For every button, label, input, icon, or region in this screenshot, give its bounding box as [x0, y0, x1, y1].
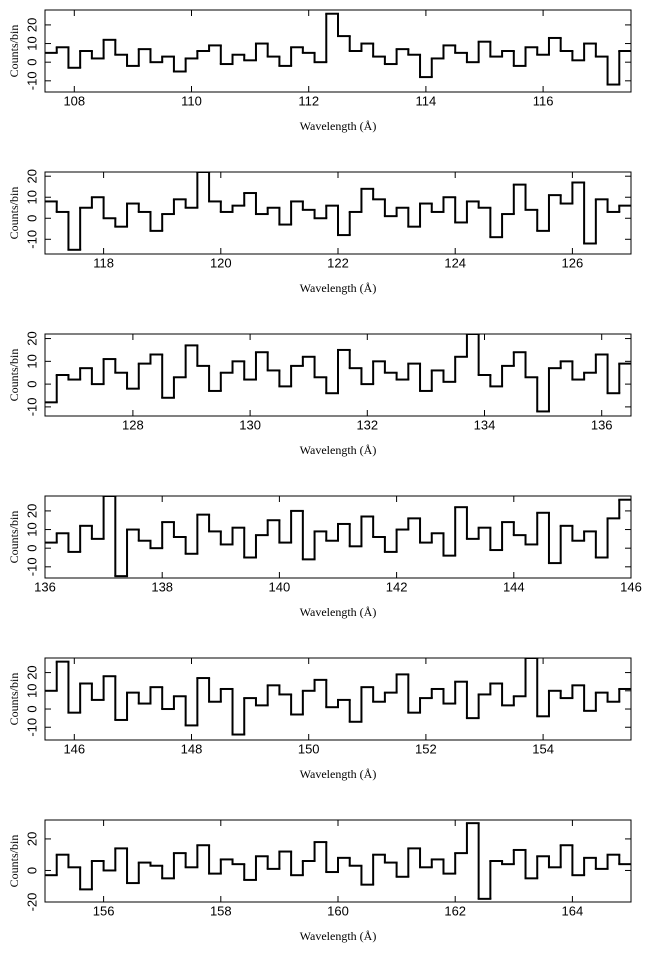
- x-axis-label: Wavelength (Å): [300, 605, 377, 619]
- x-tick-label: 142: [386, 579, 408, 594]
- y-axis-label: Counts/bin: [7, 673, 21, 726]
- y-axis-label: Counts/bin: [7, 835, 21, 888]
- x-axis-label: Wavelength (Å): [300, 767, 377, 781]
- y-tick-label: 0: [24, 380, 39, 387]
- x-axis-label: Wavelength (Å): [300, 119, 377, 133]
- x-tick-label: 108: [63, 93, 85, 108]
- y-tick-label: -10: [24, 230, 39, 249]
- y-tick-label: 0: [24, 867, 39, 874]
- x-tick-label: 152: [415, 741, 437, 756]
- y-tick-label: 20: [24, 665, 39, 679]
- x-tick-label: 138: [151, 579, 173, 594]
- y-tick-label: 20: [24, 832, 39, 846]
- plot-frame: [44, 657, 632, 741]
- y-axis-label: Counts/bin: [7, 25, 21, 78]
- plot-frame: [44, 9, 632, 93]
- y-tick-label: 0: [24, 545, 39, 552]
- x-tick-label: 118: [93, 255, 114, 270]
- x-tick-label: 146: [620, 579, 642, 594]
- x-tick-label: 126: [562, 255, 584, 270]
- x-tick-label: 112: [298, 93, 319, 108]
- x-axis-label: Wavelength (Å): [300, 281, 377, 295]
- x-axis-label: Wavelength (Å): [300, 443, 377, 457]
- x-tick-label: 154: [532, 741, 554, 756]
- x-tick-label: 136: [591, 417, 613, 432]
- x-tick-label: 158: [210, 903, 232, 918]
- x-tick-label: 114: [416, 93, 437, 108]
- x-tick-label: 150: [298, 741, 320, 756]
- y-tick-label: 0: [24, 59, 39, 66]
- y-tick-label: 20: [24, 331, 39, 345]
- y-axis-label: Counts/bin: [7, 511, 21, 564]
- x-tick-label: 156: [93, 903, 115, 918]
- plot-frame: [44, 333, 632, 417]
- x-tick-label: 164: [562, 903, 584, 918]
- x-tick-label: 144: [503, 579, 525, 594]
- x-tick-label: 128: [122, 417, 144, 432]
- x-tick-label: 120: [210, 255, 232, 270]
- y-tick-label: -10: [24, 718, 39, 737]
- y-tick-label: 10: [24, 354, 39, 368]
- x-tick-label: 132: [356, 417, 378, 432]
- x-tick-label: 136: [34, 579, 56, 594]
- y-axis-label: Counts/bin: [7, 187, 21, 240]
- y-tick-label: 20: [24, 18, 39, 32]
- y-tick-label: 0: [24, 705, 39, 712]
- x-tick-label: 110: [181, 93, 202, 108]
- y-tick-label: 20: [24, 504, 39, 518]
- y-tick-label: 10: [24, 522, 39, 536]
- x-tick-label: 148: [181, 741, 203, 756]
- y-tick-label: 20: [24, 169, 39, 183]
- x-tick-label: 134: [474, 417, 496, 432]
- x-tick-label: 122: [327, 255, 349, 270]
- y-tick-label: -10: [24, 397, 39, 416]
- y-tick-label: -20: [24, 893, 39, 912]
- x-tick-label: 162: [444, 903, 466, 918]
- y-tick-label: 10: [24, 684, 39, 698]
- y-tick-label: 10: [24, 36, 39, 50]
- x-tick-label: 116: [533, 93, 554, 108]
- x-tick-label: 140: [269, 579, 291, 594]
- x-tick-label: 146: [63, 741, 85, 756]
- x-tick-label: 160: [327, 903, 349, 918]
- y-axis-label: Counts/bin: [7, 349, 21, 402]
- x-tick-label: 130: [239, 417, 261, 432]
- x-tick-label: 124: [444, 255, 466, 270]
- plot-frame: [44, 495, 632, 579]
- y-tick-label: -10: [24, 557, 39, 576]
- y-tick-label: -10: [24, 71, 39, 90]
- y-tick-label: 0: [24, 215, 39, 222]
- x-axis-label: Wavelength (Å): [300, 929, 377, 943]
- y-tick-label: 10: [24, 190, 39, 204]
